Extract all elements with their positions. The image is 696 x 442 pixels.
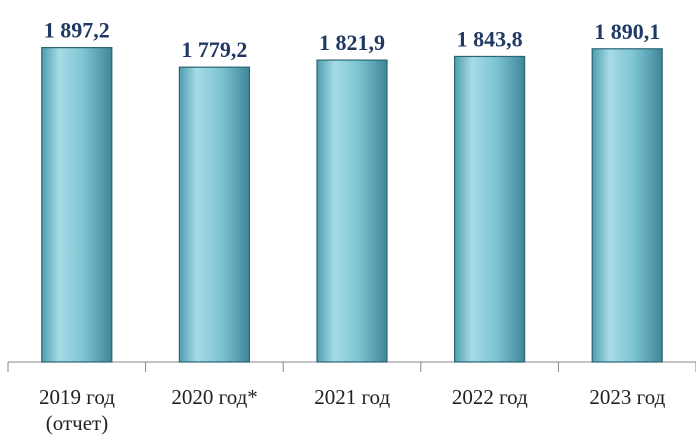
value-label: 1 821,9 xyxy=(319,30,385,55)
x-tick-label: 2022 год xyxy=(451,385,528,409)
bar xyxy=(454,55,526,363)
bar xyxy=(178,66,250,363)
x-tick-label: 2023 год xyxy=(589,385,666,409)
value-label: 1 890,1 xyxy=(594,19,660,44)
value-label: 1 843,8 xyxy=(457,26,523,51)
x-tick-label: 2020 год* xyxy=(171,385,258,409)
bar xyxy=(591,48,663,363)
x-tick-label: 2021 год xyxy=(314,385,391,409)
bar xyxy=(41,47,113,363)
x-tick-label: 2019 год (отчет) xyxy=(39,385,115,435)
value-label: 1 779,2 xyxy=(181,37,247,62)
bar xyxy=(316,59,388,363)
value-label: 1 897,2 xyxy=(44,18,110,43)
